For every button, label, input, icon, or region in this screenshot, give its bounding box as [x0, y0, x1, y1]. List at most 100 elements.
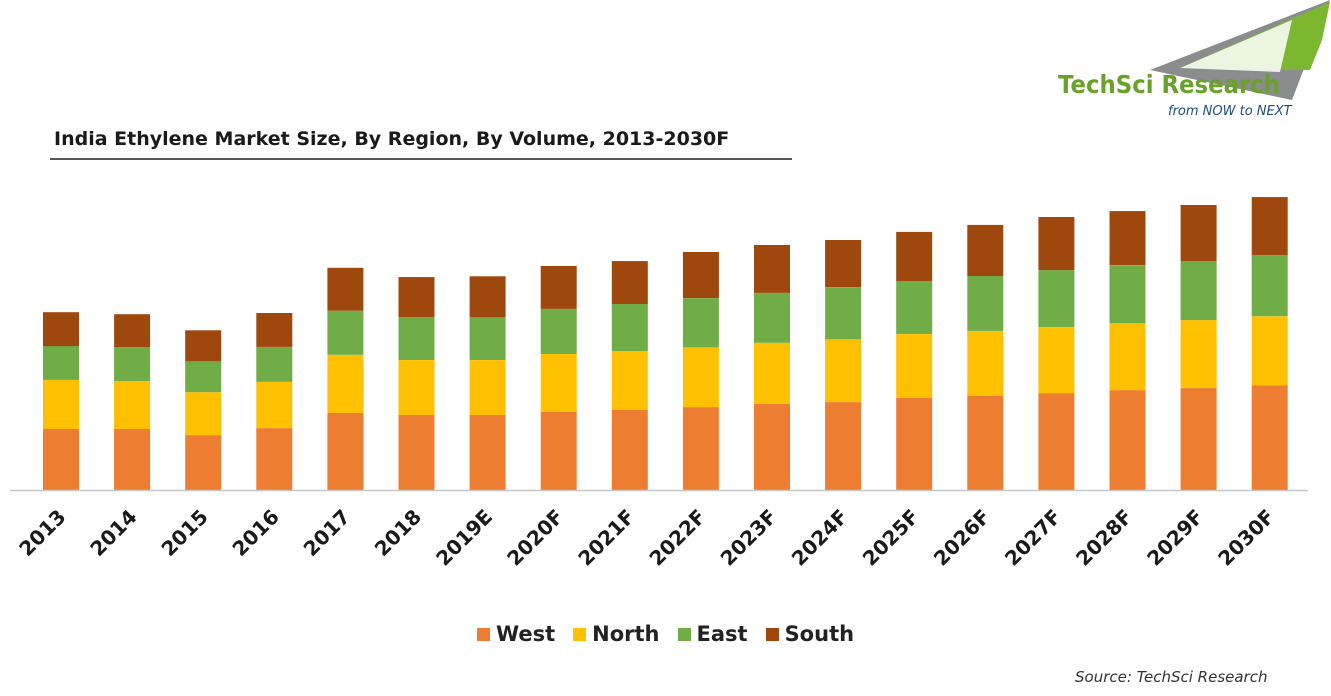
bar-south-2025f [896, 231, 933, 281]
bar-north-2018 [398, 360, 435, 415]
bar-south-2028f [1109, 211, 1146, 266]
legend-swatch-south [765, 627, 779, 641]
bar-east-2023f [754, 292, 790, 343]
bar-south-2019e [469, 276, 506, 318]
bar-west-2020f [540, 412, 577, 490]
x-tick-label-2021f: 2021F [573, 505, 639, 571]
x-tick-label-2029f: 2029F [1142, 505, 1208, 571]
bar-south-2022f [682, 252, 719, 299]
x-tick-label-2025f: 2025F [858, 505, 924, 571]
legend-item-west: West [476, 622, 556, 646]
legend: West North East South [0, 622, 1331, 646]
bar-east-2018 [398, 317, 435, 360]
bar-west-2017 [327, 412, 364, 490]
x-tick-label-2027f: 2027F [1000, 505, 1066, 571]
logo-wordmark: TechSci Research [1058, 70, 1280, 99]
bar-west-2013 [43, 429, 79, 490]
bar-east-2021f [611, 304, 648, 351]
x-tick-label-2013: 2013 [14, 505, 70, 561]
x-tick-label-2015: 2015 [156, 505, 212, 561]
bar-north-2023f [754, 342, 790, 404]
bar-east-2013 [43, 346, 79, 380]
bar-east-2029f [1180, 261, 1217, 321]
bar-east-2017 [327, 310, 364, 355]
bar-west-2029f [1180, 388, 1217, 490]
bar-west-2021f [611, 410, 648, 490]
legend-swatch-west [476, 627, 490, 641]
bar-west-2028f [1109, 390, 1146, 490]
bar-west-2015 [185, 435, 222, 490]
bar-north-2019e [469, 360, 506, 415]
bar-south-2013 [43, 312, 79, 347]
x-tick-label-2018: 2018 [370, 505, 426, 561]
bar-east-2022f [682, 298, 719, 348]
bar-west-2023f [754, 403, 790, 490]
bar-south-2023f [754, 245, 790, 293]
legend-label-north: North [592, 622, 660, 646]
legend-label-east: East [696, 622, 748, 646]
legend-item-south: South [765, 622, 855, 646]
bar-north-2027f [1038, 327, 1075, 394]
x-tick-label-2030f: 2030F [1213, 505, 1279, 571]
bar-north-2016 [256, 382, 293, 429]
legend-swatch-east [677, 627, 691, 641]
legend-label-west: West [495, 622, 556, 646]
bar-east-2019e [469, 317, 506, 360]
bar-east-2024f [825, 287, 862, 340]
bar-north-2017 [327, 354, 364, 413]
bar-west-2019e [469, 415, 506, 490]
x-tick-label-2016: 2016 [227, 505, 283, 561]
x-tick-label-2024f: 2024F [787, 505, 853, 571]
bar-west-2024f [825, 402, 862, 490]
bar-west-2027f [1038, 393, 1075, 490]
bars-layer [43, 197, 1288, 490]
bar-north-2030f [1251, 316, 1288, 386]
techsci-logo: TechSci Research from NOW to NEXT [1058, 0, 1330, 119]
bar-south-2026f [967, 224, 1004, 276]
bar-north-2013 [43, 379, 79, 429]
legend-item-north: North [573, 622, 660, 646]
bar-east-2020f [540, 309, 577, 354]
legend-label-south: South [784, 622, 855, 646]
x-tick-label-2028f: 2028F [1071, 505, 1137, 571]
bar-east-2015 [185, 361, 222, 393]
logo-tagline: from NOW to NEXT [1168, 104, 1293, 119]
bar-north-2022f [682, 347, 719, 408]
source-note: Source: TechSci Research [1075, 668, 1268, 686]
bar-east-2026f [967, 276, 1004, 331]
logo-swoosh-white [1180, 20, 1292, 72]
x-tick-label-2026f: 2026F [929, 505, 995, 571]
x-tick-label-2019e: 2019E [431, 505, 497, 571]
bar-east-2014 [114, 347, 151, 382]
bar-north-2021f [611, 351, 648, 410]
bar-east-2030f [1251, 255, 1288, 317]
bar-north-2025f [896, 334, 933, 398]
bar-north-2014 [114, 381, 151, 429]
bar-north-2029f [1180, 320, 1217, 389]
bar-west-2030f [1251, 385, 1288, 490]
x-tick-label-2017: 2017 [299, 505, 355, 561]
bar-north-2026f [967, 330, 1004, 396]
bar-south-2016 [256, 313, 293, 347]
bar-east-2027f [1038, 270, 1075, 327]
bar-south-2020f [540, 266, 577, 309]
bar-north-2024f [825, 339, 862, 403]
bar-west-2026f [967, 396, 1004, 490]
x-tick-labels: 2013 2014 2015 2016 2017 2018 2019E 2020F 2021F 2… [14, 505, 1279, 571]
stacked-bar-chart: 2013 2014 2015 2016 2017 2018 2019E 2020F 2021F 2… [10, 197, 1308, 571]
bar-south-2015 [185, 330, 222, 362]
bar-east-2016 [256, 346, 293, 382]
bar-north-2020f [540, 353, 577, 412]
bar-south-2030f [1251, 197, 1288, 256]
x-tick-label-2020f: 2020F [502, 505, 568, 571]
bar-south-2018 [398, 277, 435, 318]
x-tick-label-2014: 2014 [85, 505, 141, 561]
chart-title: India Ethylene Market Size, By Region, B… [54, 128, 730, 150]
bar-east-2028f [1109, 265, 1146, 324]
bar-north-2015 [185, 392, 222, 436]
bar-south-2017 [327, 267, 364, 311]
legend-swatch-north [573, 627, 587, 641]
bar-south-2029f [1180, 205, 1217, 262]
bar-west-2016 [256, 428, 293, 490]
title-underline [50, 158, 792, 160]
